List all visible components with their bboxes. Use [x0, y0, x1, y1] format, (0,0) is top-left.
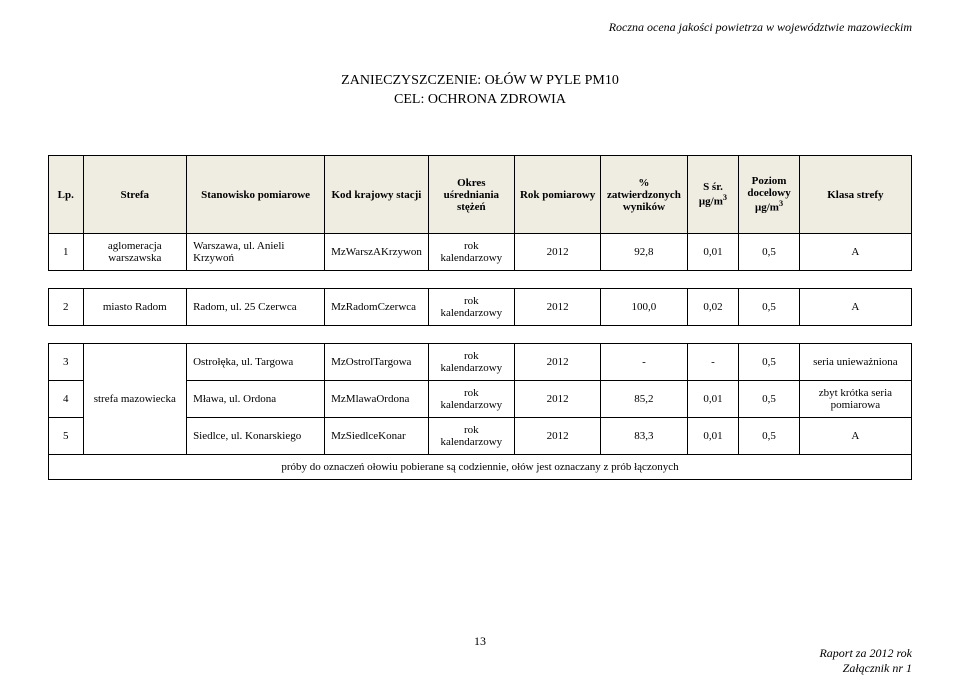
cell-okres: rok kalendarzowy	[428, 289, 514, 326]
cell-strefa: miasto Radom	[83, 289, 187, 326]
col-poziom-sup: 3	[779, 199, 783, 208]
cell-klasa: zbyt krótka seria pomiarowa	[799, 381, 911, 418]
col-rok: Rok pomiarowy	[514, 156, 600, 234]
cell-stan: Mława, ul. Ordona	[187, 381, 325, 418]
page-number: 13	[0, 634, 960, 649]
cell-zatw: 85,2	[601, 381, 687, 418]
cell-stan: Warszawa, ul. Anieli Krzywoń	[187, 234, 325, 271]
cell-strefa-merged: strefa mazowiecka	[83, 344, 187, 455]
table-row: 2 miasto Radom Radom, ul. 25 Czerwca MzR…	[49, 289, 912, 326]
cell-zatw: 83,3	[601, 418, 687, 455]
cell-lp: 2	[49, 289, 84, 326]
cell-okres: rok kalendarzowy	[428, 234, 514, 271]
title-block: ZANIECZYSZCZENIE: OŁÓW W PYLE PM10 CEL: …	[0, 72, 960, 110]
footer-right: Raport za 2012 rok Załącznik nr 1	[819, 646, 912, 677]
table-row: 1 aglomeracja warszawska Warszawa, ul. A…	[49, 234, 912, 271]
col-ssr-sup: 3	[723, 193, 727, 202]
cell-rok: 2012	[514, 381, 600, 418]
cell-rok: 2012	[514, 344, 600, 381]
gap-row	[49, 326, 912, 344]
cell-ssr: 0,01	[687, 418, 739, 455]
cell-rok: 2012	[514, 418, 600, 455]
cell-poziom: 0,5	[739, 381, 799, 418]
cell-poziom: 0,5	[739, 344, 799, 381]
col-zatw: % zatwierdzonych wyników	[601, 156, 687, 234]
cell-kod: MzSiedlceKonar	[325, 418, 429, 455]
cell-ssr: 0,01	[687, 234, 739, 271]
footer-line-1: Raport za 2012 rok	[819, 646, 912, 662]
cell-strefa: aglomeracja warszawska	[83, 234, 187, 271]
cell-kod: MzMlawaOrdona	[325, 381, 429, 418]
cell-lp: 3	[49, 344, 84, 381]
cell-klasa: A	[799, 234, 911, 271]
cell-rok: 2012	[514, 289, 600, 326]
cell-rok: 2012	[514, 234, 600, 271]
cell-lp: 4	[49, 381, 84, 418]
col-lp: Lp.	[49, 156, 84, 234]
col-poziom-unit: μg/m	[755, 202, 779, 214]
title-line-1: ZANIECZYSZCZENIE: OŁÓW W PYLE PM10	[0, 72, 960, 91]
cell-okres: rok kalendarzowy	[428, 418, 514, 455]
cell-okres: rok kalendarzowy	[428, 381, 514, 418]
table-footer-text: próby do oznaczeń ołowiu pobierane są co…	[49, 455, 912, 480]
cell-okres: rok kalendarzowy	[428, 344, 514, 381]
cell-kod: MzRadomCzerwca	[325, 289, 429, 326]
gap-row	[49, 271, 912, 289]
cell-lp: 1	[49, 234, 84, 271]
cell-stan: Radom, ul. 25 Czerwca	[187, 289, 325, 326]
cell-ssr: 0,01	[687, 381, 739, 418]
cell-kod: MzWarszAKrzywon	[325, 234, 429, 271]
cell-stan: Ostrołęka, ul. Targowa	[187, 344, 325, 381]
data-table: Lp. Strefa Stanowisko pomiarowe Kod kraj…	[48, 155, 912, 480]
col-klasa: Klasa strefy	[799, 156, 911, 234]
col-poziom: Poziom docelowy μg/m3	[739, 156, 799, 234]
cell-zatw: -	[601, 344, 687, 381]
col-okres: Okres uśredniania stężeń	[428, 156, 514, 234]
running-header: Roczna ocena jakości powietrza w wojewód…	[609, 20, 912, 35]
table-header-row: Lp. Strefa Stanowisko pomiarowe Kod kraj…	[49, 156, 912, 234]
cell-klasa: A	[799, 289, 911, 326]
col-strefa: Strefa	[83, 156, 187, 234]
footer-line-2: Załącznik nr 1	[819, 661, 912, 677]
title-line-2: CEL: OCHRONA ZDROWIA	[0, 91, 960, 110]
col-stan: Stanowisko pomiarowe	[187, 156, 325, 234]
data-table-wrap: Lp. Strefa Stanowisko pomiarowe Kod kraj…	[48, 155, 912, 480]
cell-stan: Siedlce, ul. Konarskiego	[187, 418, 325, 455]
col-poziom-label: Poziom docelowy	[747, 175, 790, 199]
cell-ssr: -	[687, 344, 739, 381]
col-kod: Kod krajowy stacji	[325, 156, 429, 234]
cell-poziom: 0,5	[739, 418, 799, 455]
cell-zatw: 92,8	[601, 234, 687, 271]
table-row: 3 strefa mazowiecka Ostrołęka, ul. Targo…	[49, 344, 912, 381]
cell-poziom: 0,5	[739, 234, 799, 271]
cell-klasa: A	[799, 418, 911, 455]
table-footer-row: próby do oznaczeń ołowiu pobierane są co…	[49, 455, 912, 480]
cell-lp: 5	[49, 418, 84, 455]
cell-zatw: 100,0	[601, 289, 687, 326]
cell-ssr: 0,02	[687, 289, 739, 326]
col-ssr: S śr. μg/m3	[687, 156, 739, 234]
col-ssr-unit: μg/m	[699, 196, 723, 208]
cell-klasa: seria unieważniona	[799, 344, 911, 381]
cell-poziom: 0,5	[739, 289, 799, 326]
col-ssr-label: S śr.	[703, 181, 723, 193]
cell-kod: MzOstrolTargowa	[325, 344, 429, 381]
